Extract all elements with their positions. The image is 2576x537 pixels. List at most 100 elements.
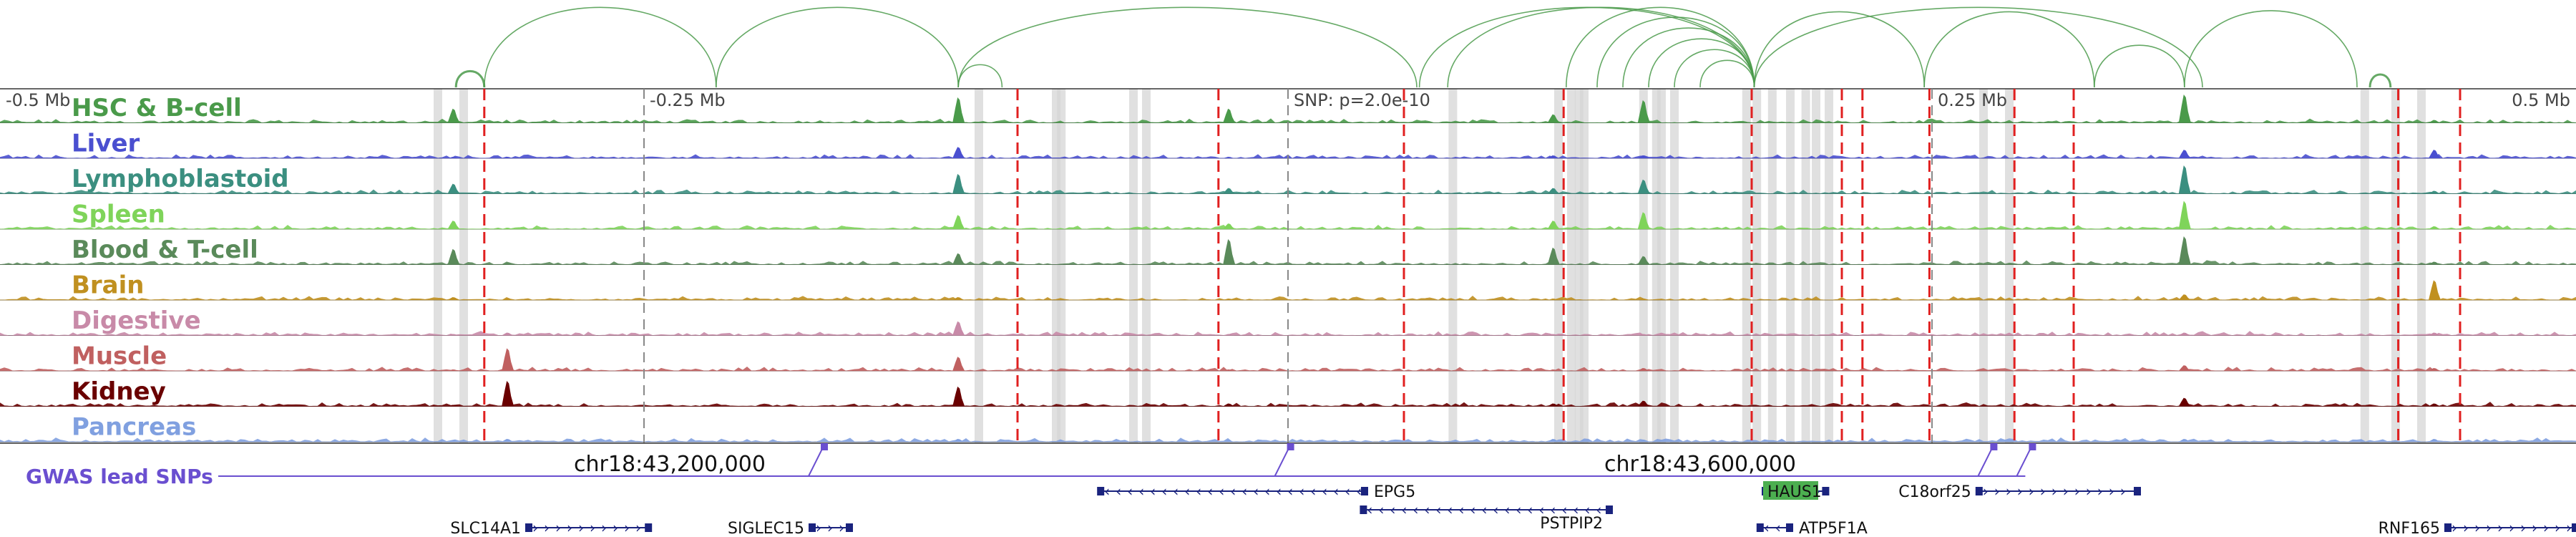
track-peak (502, 228, 514, 229)
strand-arrow: ‹ (1345, 483, 1350, 500)
strand-arrow: ‹ (1356, 483, 1362, 500)
highlight-column (1742, 89, 1751, 443)
strand-arrow: › (601, 519, 607, 536)
strand-arrow: ‹ (1138, 483, 1144, 500)
interaction-arc (2368, 73, 2392, 88)
track-peak (1637, 256, 1650, 265)
track-peak (2178, 95, 2191, 123)
strand-arrow: › (555, 519, 561, 536)
highlight-column (1580, 89, 1589, 443)
strand-arrow: › (590, 519, 595, 536)
interaction-arc (1622, 27, 1755, 88)
track-peak (2178, 236, 2191, 265)
highlight-column (1129, 89, 1138, 443)
interaction-arc (1447, 6, 1755, 88)
gene-exon (1822, 487, 1830, 495)
strand-arrow: › (532, 519, 538, 536)
track-peak (1637, 334, 1650, 336)
strand-arrow: › (2451, 519, 2457, 536)
track-peak (502, 299, 514, 300)
interaction-arc (1566, 6, 1755, 88)
highlight-column (1057, 89, 1066, 443)
highlight-column (434, 89, 442, 443)
gwas-track: GWAS lead SNPs (26, 443, 2036, 488)
scale-tick-label: -0.5 Mb (6, 90, 70, 110)
interaction-arc (957, 64, 1003, 88)
strand-arrow: ‹ (1104, 483, 1110, 500)
strand-arrow: ‹ (1161, 483, 1167, 500)
strand-arrow: ‹ (1527, 501, 1533, 518)
strand-arrow: ‹ (1333, 483, 1339, 500)
highlight-column (2360, 89, 2369, 443)
gene-label: SLC14A1 (450, 520, 521, 537)
gene-c18orf25: › › › › › › › › › › › › › C18orf25 (1898, 483, 2141, 501)
track-peak (2429, 261, 2441, 265)
highlight-column (1767, 89, 1777, 443)
track-peak (2429, 403, 2441, 407)
highlight-column (1567, 89, 1576, 443)
gene-slc14a1: › › › › › › › › › › SLC14A1 (450, 519, 653, 537)
strand-arrow: › (2566, 519, 2572, 536)
track-peak (2178, 439, 2191, 442)
track-label: Pancreas (72, 413, 196, 442)
strand-arrow: › (2074, 483, 2080, 500)
track-peak (447, 405, 460, 407)
scale-tick-label: SNP: p=2.0e-10 (1294, 90, 1430, 110)
gene-exon (1361, 487, 1368, 495)
strand-arrow: ‹ (1550, 501, 1556, 518)
strand-arrow: ‹ (1241, 483, 1247, 500)
strand-arrow: ‹ (1516, 501, 1521, 518)
strand-arrow: › (2486, 519, 2492, 536)
track-peak (502, 121, 514, 123)
strand-arrow: › (1983, 483, 1989, 500)
track-peak (1637, 179, 1650, 194)
track-peak (2429, 120, 2441, 123)
highlight-column (1752, 89, 1762, 443)
strand-arrow: ‹ (1127, 483, 1133, 500)
track-peak (447, 221, 460, 229)
highlight-column (1142, 89, 1151, 443)
track-peak (2429, 226, 2441, 229)
gene-track: ‹‹‹‹‹‹‹‹‹‹‹‹‹‹‹‹‹‹‹‹‹‹‹EPG5›››››HAUS1›››… (450, 481, 2576, 537)
track-peak (952, 253, 965, 265)
gene-exon (1606, 505, 1613, 514)
strand-arrow: ‹ (1413, 501, 1418, 518)
gene-exon (645, 523, 653, 532)
strand-arrow: › (2063, 483, 2069, 500)
gene-exon (2444, 523, 2451, 532)
track-peak (1223, 369, 1236, 371)
strand-arrow: › (2543, 519, 2549, 536)
strand-arrow: ‹ (1401, 501, 1407, 518)
track-peak (2178, 332, 2191, 336)
track-peak (2178, 150, 2191, 158)
interaction-arcs (454, 6, 2392, 88)
strand-arrow: › (839, 519, 844, 536)
strand-arrow: ‹ (1775, 519, 1781, 536)
strand-arrow: › (2509, 519, 2514, 536)
scale-ticks: -0.5 Mb -0.25 Mb SNP: p=2.0e-10 0.25 Mb 0.5 … (6, 90, 2570, 110)
coordinate-label: chr18:43,600,000 (1604, 452, 1796, 477)
highlight-column (1554, 89, 1563, 443)
track-peak (502, 263, 514, 265)
strand-arrow: › (1994, 483, 2000, 500)
strand-arrow: ‹ (1322, 483, 1327, 500)
track-peak (447, 369, 460, 371)
strand-arrow: › (2097, 483, 2103, 500)
interaction-arc (1699, 59, 1755, 88)
strand-arrow: ‹ (1116, 483, 1121, 500)
strand-arrow: ‹ (1424, 501, 1430, 518)
gene-epg5: ‹ ‹ ‹ ‹ ‹ ‹ ‹ ‹ ‹ ‹ ‹ ‹ ‹ ‹ ‹ ‹ ‹ ‹ ‹ ‹ ‹ ‹ ‹ EPG5 (1097, 483, 1415, 501)
gene-label: SIGLEC15 (728, 520, 804, 537)
strand-arrow: › (613, 519, 618, 536)
track-signal (0, 296, 2576, 301)
gene-exon (2572, 523, 2576, 532)
interaction-arc (1923, 11, 2095, 88)
track-label: HSC & B-cell (72, 94, 242, 122)
highlight-column (1825, 89, 1833, 443)
strand-arrow: ‹ (1561, 501, 1567, 518)
strand-arrow: › (2520, 519, 2526, 536)
marker-lines (483, 89, 2462, 443)
strand-arrow: › (2051, 483, 2057, 500)
track-digestive: Digestive (0, 306, 2576, 336)
highlight-column (1801, 89, 1810, 443)
